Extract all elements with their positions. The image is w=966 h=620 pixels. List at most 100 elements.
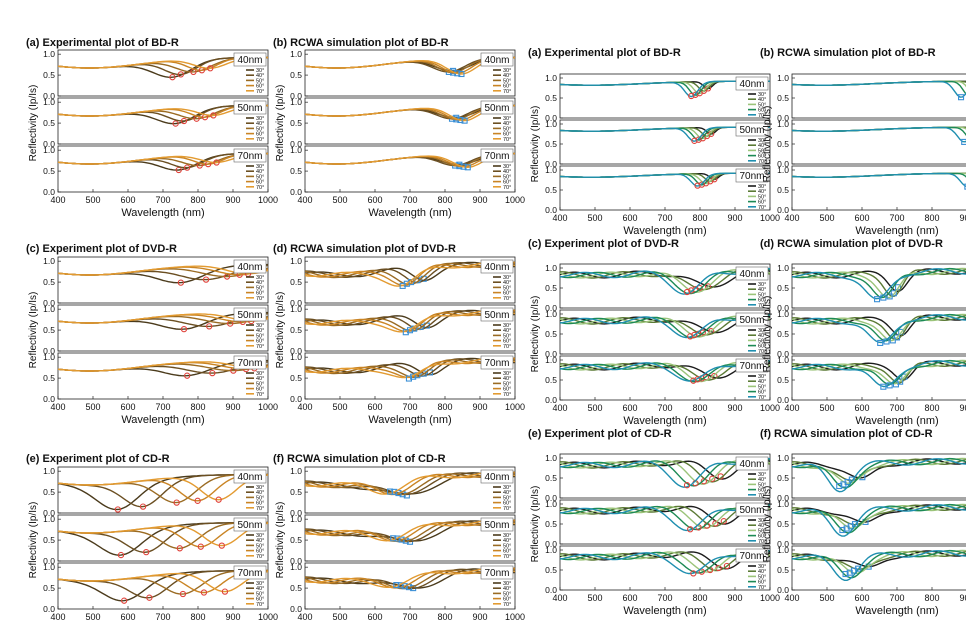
x-tick-label: 700 xyxy=(155,402,170,412)
x-tick-label: 400 xyxy=(297,402,312,412)
legend-label: 50° xyxy=(503,174,511,180)
legend-label: 60° xyxy=(256,387,264,393)
x-tick-label: 700 xyxy=(155,612,170,620)
series-line-60° xyxy=(559,314,771,339)
y-tick-label: 0.0 xyxy=(43,556,55,566)
legend-label: 40° xyxy=(503,169,511,175)
dip-marker xyxy=(709,475,716,482)
x-tick-label: 700 xyxy=(402,402,417,412)
dip-marker xyxy=(202,276,210,283)
legend-label: 60° xyxy=(758,154,766,160)
panel-title: (f) RCWA simulation plot of CD-R xyxy=(273,453,446,465)
legend-label: 40° xyxy=(758,143,766,149)
x-axis-label: Wavelength (nm) xyxy=(368,207,451,219)
legend-label: 60° xyxy=(758,344,766,350)
subplot-frame xyxy=(791,119,966,165)
x-tick-label: 400 xyxy=(552,213,567,223)
x-tick-label: 800 xyxy=(437,612,452,620)
legend-label: 30° xyxy=(256,68,264,74)
x-axis-label: Wavelength (nm) xyxy=(368,414,451,426)
x-tick-label: 500 xyxy=(332,612,347,620)
legend-label: 40° xyxy=(758,477,766,483)
legend-label: 50° xyxy=(758,384,766,390)
thickness-label: 50nm xyxy=(484,520,509,531)
legend-label: 60° xyxy=(256,501,264,507)
legend-label: 40° xyxy=(503,490,511,496)
series-line-50° xyxy=(304,471,516,496)
series-line-30° xyxy=(791,504,966,523)
y-tick-label: 0.0 xyxy=(777,585,789,595)
x-tick-label: 400 xyxy=(297,612,312,620)
x-axis-label: Wavelength (nm) xyxy=(855,605,938,617)
legend-label: 70° xyxy=(503,392,511,398)
thickness-label: 70nm xyxy=(739,551,764,562)
x-tick-label: 1000 xyxy=(505,612,525,620)
series-line-30° xyxy=(791,268,966,293)
subplot-frame xyxy=(57,49,269,97)
legend-label: 40° xyxy=(758,569,766,575)
legend-label: 40° xyxy=(256,73,264,79)
x-tick-label: 900 xyxy=(472,612,487,620)
y-tick-label: 0.0 xyxy=(545,205,557,215)
legend-label: 40° xyxy=(503,73,511,79)
dip-marker xyxy=(173,499,180,506)
thickness-label: 70nm xyxy=(237,151,262,162)
legend-label: 70° xyxy=(503,506,511,512)
dip-marker xyxy=(846,569,853,576)
panel-R-f: (f) RCWA simulation plot of CD-R Reflecti… xyxy=(760,428,966,617)
dip-marker xyxy=(180,325,188,333)
thickness-box xyxy=(233,259,267,274)
y-tick-label: 1.0 xyxy=(290,256,302,266)
y-tick-label: 0.5 xyxy=(545,519,557,529)
legend-label: 60° xyxy=(758,298,766,304)
x-tick-label: 1000 xyxy=(760,213,780,223)
series-line-50° xyxy=(791,359,966,385)
legend-label: 40° xyxy=(503,328,511,334)
thickness-label: 50nm xyxy=(739,125,764,136)
subplot-frame xyxy=(791,453,966,499)
legend-label: 70° xyxy=(758,113,766,119)
legend-label: 30° xyxy=(256,116,264,122)
legend-label: 30° xyxy=(503,275,511,281)
x-tick-label: 700 xyxy=(657,403,672,413)
legend-label: 70° xyxy=(256,602,264,608)
legend-label: 50° xyxy=(503,126,511,132)
legend-label: 40° xyxy=(758,523,766,529)
legend-label: 30° xyxy=(256,323,264,329)
series-line-70° xyxy=(304,56,515,75)
y-tick-label: 0.0 xyxy=(290,91,302,101)
subplot-frame xyxy=(559,499,771,545)
dip-marker xyxy=(695,136,702,143)
y-tick-label: 0.5 xyxy=(43,535,55,545)
series-line-70° xyxy=(559,359,771,382)
dip-marker xyxy=(458,70,465,78)
y-axis-label: Reflectivity (Ip/Is) xyxy=(275,85,286,162)
x-tick-label: 400 xyxy=(552,593,567,603)
y-tick-label: 0.5 xyxy=(290,373,302,383)
dip-marker xyxy=(393,581,400,589)
dip-marker xyxy=(177,279,184,286)
y-tick-label: 0.5 xyxy=(545,139,557,149)
y-tick-label: 0.5 xyxy=(545,329,557,339)
legend-label: 50° xyxy=(256,591,264,597)
thickness-box xyxy=(735,266,769,281)
subplot-frame xyxy=(791,165,966,211)
legend-label: 30° xyxy=(256,485,264,491)
y-tick-label: 0.0 xyxy=(545,113,557,123)
y-tick-label: 0.5 xyxy=(545,565,557,575)
subplot-frame xyxy=(304,97,516,145)
series-line-60° xyxy=(304,519,516,543)
subplot-frame xyxy=(304,49,516,97)
series-line-60° xyxy=(791,359,966,386)
dip-marker xyxy=(114,506,121,513)
subplot-frame xyxy=(559,453,771,499)
thickness-box xyxy=(480,259,514,274)
